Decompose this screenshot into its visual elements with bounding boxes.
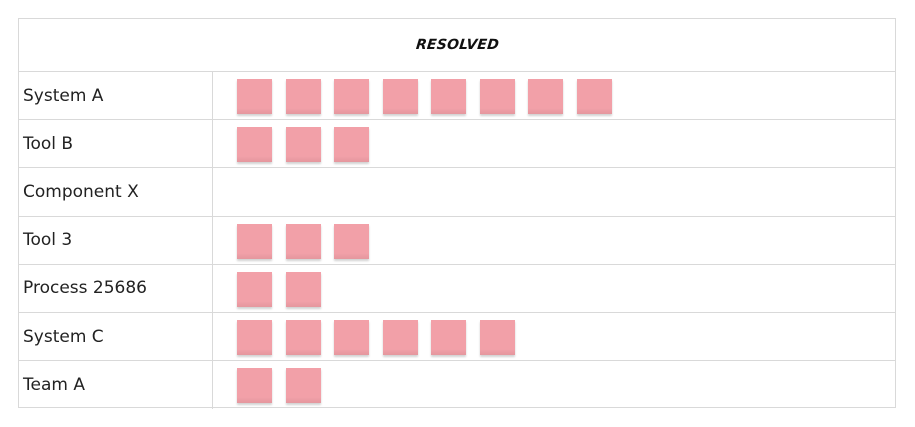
sticky-note[interactable] xyxy=(237,127,272,163)
sticky-note[interactable] xyxy=(576,79,612,114)
lane-divider xyxy=(212,168,213,216)
lane-divider xyxy=(212,72,213,120)
sticky-note[interactable] xyxy=(285,271,321,307)
sticky-note-group xyxy=(237,368,321,404)
sticky-note[interactable] xyxy=(334,223,369,259)
sticky-note[interactable] xyxy=(237,223,272,259)
sticky-note[interactable] xyxy=(528,79,563,114)
sticky-note[interactable] xyxy=(237,319,272,355)
sticky-note-group xyxy=(237,79,612,115)
sticky-note[interactable] xyxy=(285,79,321,114)
lane-divider xyxy=(212,312,213,361)
sticky-note[interactable] xyxy=(237,368,272,404)
sticky-note[interactable] xyxy=(479,319,515,355)
sticky-note[interactable] xyxy=(285,127,321,163)
sticky-note[interactable] xyxy=(334,127,369,163)
sticky-note[interactable] xyxy=(334,319,369,355)
sticky-note[interactable] xyxy=(285,223,321,259)
swimlane-row: Process 25686 xyxy=(19,264,895,313)
sticky-note[interactable] xyxy=(237,79,272,114)
swimlanes: System A Tool B Component X Tool 3 Proce… xyxy=(19,72,895,410)
sticky-note-group xyxy=(237,271,321,308)
board-header: RESOLVED xyxy=(19,19,895,72)
sticky-note[interactable] xyxy=(382,319,418,355)
swimlane-label: Tool 3 xyxy=(23,230,73,251)
sticky-note[interactable] xyxy=(479,79,515,114)
sticky-note[interactable] xyxy=(334,79,369,114)
kanban-board: RESOLVED System A Tool B Component X Too… xyxy=(18,18,896,410)
swimlane-label: System C xyxy=(23,326,104,347)
sticky-note[interactable] xyxy=(431,319,466,355)
lane-divider xyxy=(212,264,213,312)
sticky-note[interactable] xyxy=(431,79,466,114)
swimlane-row: Tool B xyxy=(19,120,895,169)
sticky-note[interactable] xyxy=(285,319,321,355)
swimlane-row: System A xyxy=(19,72,895,121)
swimlane-row: Component X xyxy=(19,168,895,217)
swimlane-label: System A xyxy=(23,85,104,106)
swimlane-label: Team A xyxy=(23,375,85,396)
swimlane-label: Process 25686 xyxy=(23,278,147,299)
swimlane-label: Tool B xyxy=(23,133,74,154)
swimlane-label: Component X xyxy=(23,181,139,202)
sticky-note[interactable] xyxy=(382,79,418,114)
swimlane-row: Tool 3 xyxy=(19,216,895,265)
sticky-note-group xyxy=(237,127,369,163)
lane-divider xyxy=(212,361,213,410)
sticky-note[interactable] xyxy=(285,368,321,404)
swimlane-row: System C xyxy=(19,312,895,362)
column-title: RESOLVED xyxy=(414,37,500,53)
sticky-note-group xyxy=(237,223,369,260)
swimlane-row: Team A xyxy=(19,361,895,410)
sticky-note-group xyxy=(237,319,515,356)
sticky-note[interactable] xyxy=(237,271,272,307)
lane-divider xyxy=(212,216,213,264)
lane-divider xyxy=(212,120,213,168)
